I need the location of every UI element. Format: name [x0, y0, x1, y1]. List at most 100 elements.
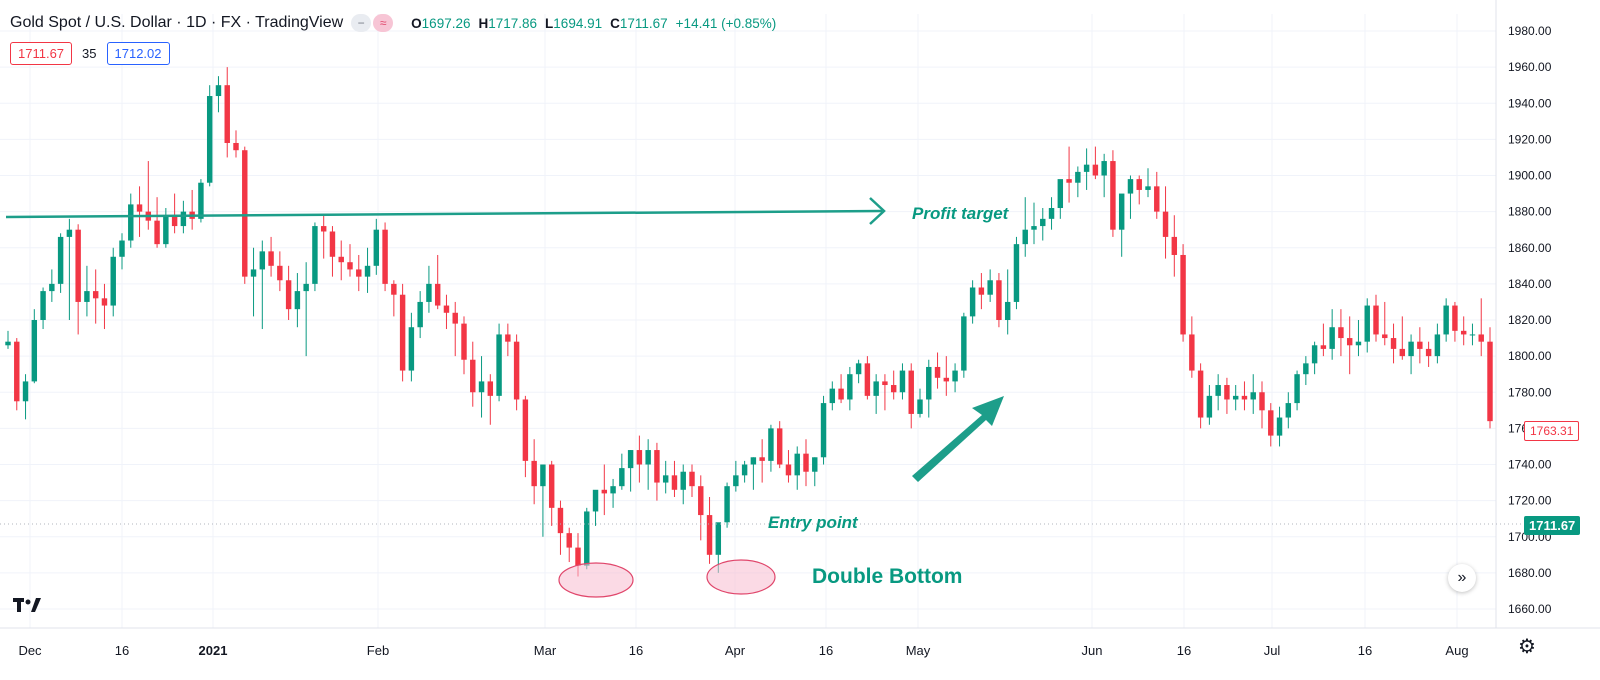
candle-body — [1197, 370, 1204, 418]
candle — [215, 76, 222, 113]
candle — [1259, 381, 1265, 429]
candle-body — [768, 428, 774, 461]
candle-body — [373, 229, 380, 266]
tradingview-logo-icon[interactable] — [12, 592, 42, 618]
y-tick-label: 1720.00 — [1508, 494, 1552, 508]
current-price-tag: 1711.67 — [1524, 516, 1581, 535]
candle-body — [1048, 208, 1055, 219]
candle-body — [417, 301, 423, 328]
candle-body — [645, 450, 651, 465]
indicator-icon[interactable]: ≈ — [373, 14, 394, 32]
candle — [1346, 316, 1353, 375]
y-tick-label: 1840.00 — [1508, 277, 1552, 291]
candle-body — [22, 381, 29, 402]
candle-body — [461, 323, 467, 360]
candle — [1311, 341, 1318, 375]
candle — [1303, 356, 1309, 386]
candle-body — [513, 341, 520, 400]
candle — [1136, 175, 1142, 205]
candle-body — [1355, 341, 1362, 346]
candle — [873, 374, 879, 414]
candle — [329, 226, 336, 277]
candle-body — [1408, 341, 1414, 357]
candle — [75, 224, 81, 335]
candle-body — [242, 150, 248, 277]
candle-body — [487, 381, 494, 396]
candle — [1224, 377, 1230, 414]
candle-body — [347, 262, 353, 270]
x-tick-label: May — [906, 643, 931, 658]
candle — [531, 439, 537, 505]
candle — [84, 265, 90, 317]
ohlc-readout: O1697.26 H1717.86 L1694.91 C1711.67 +14.… — [411, 15, 777, 31]
candle-body — [636, 450, 643, 465]
candle — [163, 208, 169, 248]
candle-body — [443, 305, 450, 313]
candle — [154, 197, 160, 248]
x-tick-label: 16 — [819, 643, 833, 658]
x-tick-label: Aug — [1445, 643, 1468, 658]
candle-body — [601, 489, 608, 494]
candle-body — [1346, 338, 1353, 346]
candle-body — [1224, 385, 1230, 400]
candle-body — [1145, 186, 1151, 190]
collapse-icon[interactable]: − — [351, 14, 372, 32]
candle-body — [294, 291, 301, 310]
x-tick-label: Apr — [725, 643, 746, 658]
candle-body — [575, 547, 581, 566]
candle — [1197, 363, 1204, 429]
candle — [1399, 316, 1406, 360]
candle-body — [733, 475, 739, 487]
candle-body — [1425, 348, 1432, 357]
candle — [741, 460, 748, 483]
candle — [399, 283, 406, 382]
candle — [1443, 298, 1449, 342]
buy-button[interactable]: 1712.02 — [106, 42, 170, 65]
candle — [698, 475, 704, 541]
y-tick-label: 1680.00 — [1508, 566, 1552, 580]
candle — [592, 489, 599, 526]
candle-body — [1110, 161, 1116, 230]
candle — [1232, 385, 1239, 411]
candle — [513, 334, 520, 411]
candle-body — [1241, 395, 1248, 400]
gear-icon[interactable]: ⚙ — [1518, 636, 1536, 658]
candle — [145, 161, 152, 230]
candle-body — [759, 457, 765, 461]
y-tick-label: 1660.00 — [1508, 602, 1552, 616]
candle — [434, 254, 441, 310]
candle — [1408, 334, 1414, 375]
candle-body — [84, 291, 90, 302]
candle — [1434, 323, 1441, 364]
candle — [312, 222, 318, 292]
scroll-to-realtime-icon[interactable]: » — [1448, 564, 1476, 592]
sell-button[interactable]: 1711.67 — [10, 42, 73, 65]
candle — [548, 460, 555, 526]
candle-body — [452, 312, 458, 324]
y-tick-label: 1740.00 — [1508, 458, 1552, 472]
candle-body — [382, 229, 388, 284]
candle-body — [812, 457, 818, 472]
candle-body — [855, 363, 862, 375]
candle — [49, 269, 55, 302]
candle-body — [1189, 334, 1195, 371]
candle-body — [1285, 403, 1292, 418]
candle — [996, 273, 1002, 328]
candle — [759, 439, 765, 483]
candle-body — [584, 511, 590, 566]
candle-body — [680, 471, 686, 490]
candle-body — [1399, 348, 1406, 357]
candle-body — [408, 327, 415, 371]
candle-body — [250, 269, 257, 277]
candle — [364, 247, 371, 293]
candle — [1364, 298, 1370, 353]
candle — [776, 421, 783, 469]
candle-body — [215, 85, 222, 97]
symbol-title[interactable]: Gold Spot / U.S. Dollar · 1D · FX · Trad… — [10, 14, 344, 31]
candle — [1171, 215, 1178, 277]
candle-body — [926, 366, 932, 400]
candle — [584, 507, 590, 570]
candle-body — [557, 507, 564, 534]
candle — [478, 356, 485, 418]
